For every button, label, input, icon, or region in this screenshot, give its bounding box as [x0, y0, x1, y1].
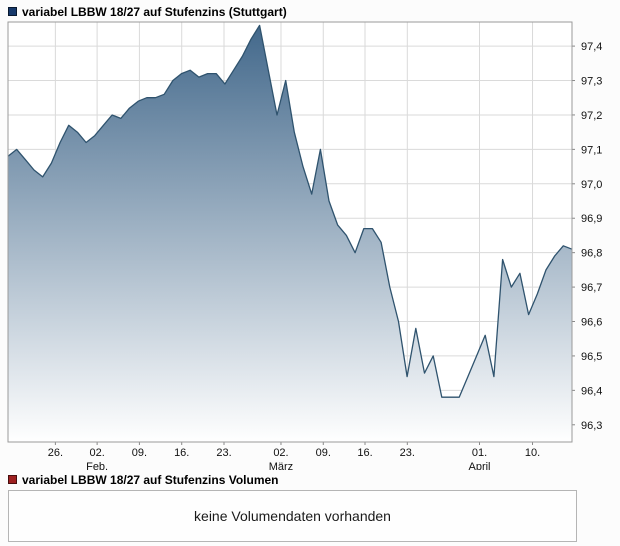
svg-text:96,5: 96,5 [581, 351, 602, 363]
svg-text:16.: 16. [174, 447, 189, 459]
svg-text:23.: 23. [216, 447, 231, 459]
svg-text:96,8: 96,8 [581, 248, 602, 260]
volume-title: variabel LBBW 18/27 auf Stufenzins Volum… [22, 472, 279, 487]
svg-text:März: März [269, 461, 293, 470]
svg-text:09.: 09. [132, 447, 147, 459]
svg-text:02.: 02. [273, 447, 288, 459]
price-chart[interactable]: 97,4 97,3 97,2 97,1 97,0 96,9 96,8 96,7 96,6 96,5… [0, 20, 620, 470]
svg-text:26.: 26. [48, 447, 63, 459]
svg-text:96,7: 96,7 [581, 282, 602, 294]
svg-text:97,4: 97,4 [581, 41, 602, 53]
svg-text:16.: 16. [357, 447, 372, 459]
volume-series-legend-icon [8, 475, 17, 484]
svg-text:96,4: 96,4 [581, 385, 602, 397]
svg-text:97,1: 97,1 [581, 144, 602, 156]
svg-text:01.: 01. [472, 447, 487, 459]
svg-text:97,3: 97,3 [581, 76, 602, 88]
svg-text:96,3: 96,3 [581, 420, 602, 432]
svg-text:02.: 02. [89, 447, 104, 459]
price-series-header: variabel LBBW 18/27 auf Stufenzins (Stut… [0, 0, 620, 20]
volume-series-header: variabel LBBW 18/27 auf Stufenzins Volum… [0, 470, 620, 488]
chart-title: variabel LBBW 18/27 auf Stufenzins (Stut… [22, 4, 287, 19]
svg-text:96,6: 96,6 [581, 317, 602, 329]
volume-empty-box: keine Volumendaten vorhanden [8, 490, 577, 542]
volume-empty-message: keine Volumendaten vorhanden [194, 508, 391, 524]
svg-text:97,0: 97,0 [581, 179, 602, 191]
svg-text:23.: 23. [400, 447, 415, 459]
svg-text:09.: 09. [316, 447, 331, 459]
svg-text:10.: 10. [525, 447, 540, 459]
price-series-legend-icon [8, 7, 17, 16]
svg-text:96,9: 96,9 [581, 213, 602, 225]
svg-text:April: April [468, 461, 490, 470]
svg-text:Feb.: Feb. [86, 461, 108, 470]
svg-text:97,2: 97,2 [581, 110, 602, 122]
